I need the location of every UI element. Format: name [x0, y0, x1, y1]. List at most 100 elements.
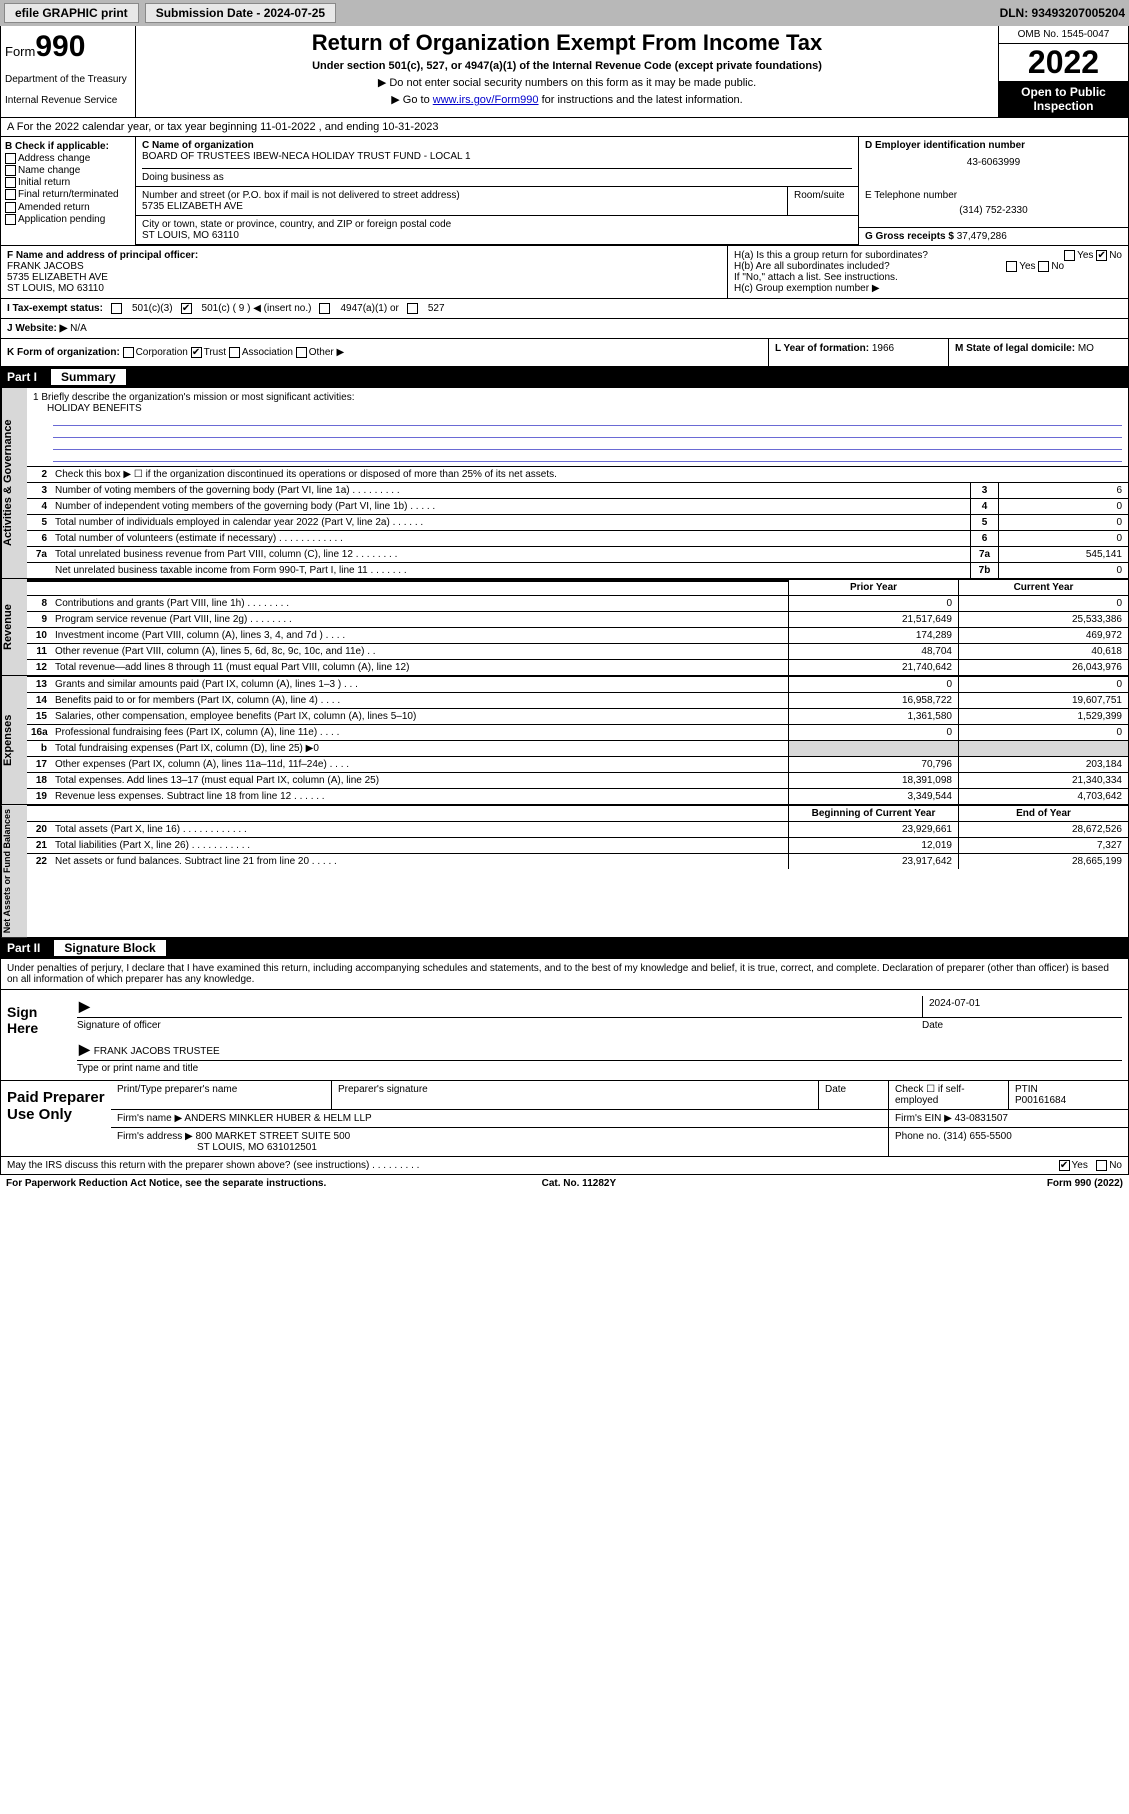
paid-label: Paid Preparer Use Only: [1, 1081, 111, 1156]
netassets-line: 21Total liabilities (Part X, line 26) . …: [27, 837, 1128, 853]
officer-addr1: 5735 ELIZABETH AVE: [7, 272, 721, 283]
ein-label: D Employer identification number: [865, 140, 1122, 151]
i-label: I Tax-exempt status:: [7, 303, 103, 314]
cb-initial-return[interactable]: Initial return: [5, 177, 131, 188]
efile-topbar: efile GRAPHIC print Submission Date - 20…: [0, 0, 1129, 26]
fgh-section: F Name and address of principal officer:…: [0, 246, 1129, 299]
cb-name-change[interactable]: Name change: [5, 165, 131, 176]
irs-link[interactable]: www.irs.gov/Form990: [433, 94, 539, 106]
sig-officer-label: Signature of officer: [77, 1020, 922, 1031]
gov-line: 4Number of independent voting members of…: [27, 498, 1128, 514]
officer-addr2: ST LOUIS, MO 63110: [7, 283, 721, 294]
tax-year: 2022: [999, 44, 1128, 81]
hb-note: If "No," attach a list. See instructions…: [734, 272, 1122, 283]
j-label: J Website: ▶: [7, 323, 67, 334]
hc-label: H(c) Group exemption number ▶: [734, 283, 1122, 294]
sig-date: 2024-07-01: [922, 996, 1122, 1017]
dba-label: Doing business as: [142, 168, 852, 183]
k-label: K Form of organization:: [7, 347, 120, 358]
expense-line: 14Benefits paid to or for members (Part …: [27, 692, 1128, 708]
l-value: 1966: [872, 343, 894, 354]
vtab-expenses: Expenses: [1, 676, 27, 804]
row-a-period: A For the 2022 calendar year, or tax yea…: [0, 118, 1129, 137]
city-value: ST LOUIS, MO 63110: [142, 230, 852, 241]
k-trust: Trust: [204, 347, 226, 358]
room-label: Room/suite: [788, 187, 858, 215]
part2-header: Part II Signature Block: [0, 938, 1129, 959]
prep-date-head: Date: [818, 1081, 888, 1109]
opt-527: 527: [428, 303, 445, 314]
part2-label: Part II: [7, 941, 40, 955]
gross-label: G Gross receipts $: [865, 231, 954, 242]
goto-post: for instructions and the latest informat…: [539, 94, 743, 106]
gov-line: 7aTotal unrelated business revenue from …: [27, 546, 1128, 562]
ptin-value: P00161684: [1015, 1095, 1122, 1106]
discuss-yes: Yes: [1072, 1160, 1088, 1171]
gov-line: 3Number of voting members of the governi…: [27, 482, 1128, 498]
mission-block: 1 Briefly describe the organization's mi…: [27, 388, 1128, 466]
cb-application-pending[interactable]: Application pending: [5, 214, 131, 225]
hb-row: H(b) Are all subordinates included? Yes …: [734, 261, 1122, 272]
discuss-row: May the IRS discuss this return with the…: [0, 1157, 1129, 1175]
dln-label: DLN: 93493207005204: [1000, 6, 1125, 20]
part2-title: Signature Block: [54, 940, 165, 956]
sign-here-block: Sign Here ▶ 2024-07-01 Signature of offi…: [0, 990, 1129, 1081]
revenue-line: 8Contributions and grants (Part VIII, li…: [27, 595, 1128, 611]
j-row: J Website: ▶ N/A: [0, 319, 1129, 339]
part1-header: Part I Summary: [0, 367, 1129, 388]
firm-name: ANDERS MINKLER HUBER & HELM LLP: [184, 1113, 371, 1124]
efile-graphic-label: efile GRAPHIC print: [4, 3, 139, 23]
netassets-line: 22Net assets or fund balances. Subtract …: [27, 853, 1128, 869]
ptin-head: PTIN: [1015, 1084, 1122, 1095]
expense-line: bTotal fundraising expenses (Part IX, co…: [27, 740, 1128, 756]
revenue-line: 12Total revenue—add lines 8 through 11 (…: [27, 659, 1128, 675]
mission-text: HOLIDAY BENEFITS: [61, 403, 1122, 414]
firm-city: ST LOUIS, MO 631012501: [197, 1142, 882, 1153]
form-990-number: 990: [35, 30, 85, 63]
discuss-no: No: [1109, 1160, 1122, 1171]
revenue-line: 11Other revenue (Part VIII, column (A), …: [27, 643, 1128, 659]
expense-line: 15Salaries, other compensation, employee…: [27, 708, 1128, 724]
gov-line: Net unrelated business taxable income fr…: [27, 562, 1128, 578]
mission-q: 1 Briefly describe the organization's mi…: [47, 392, 1122, 403]
street-value: 5735 ELIZABETH AVE: [142, 201, 781, 212]
submission-date-label: Submission Date - 2024-07-25: [145, 3, 336, 23]
sign-here-label: Sign Here: [1, 990, 71, 1080]
current-year-head: Current Year: [958, 580, 1128, 595]
ha-label: H(a) Is this a group return for subordin…: [734, 250, 928, 261]
vtab-revenue: Revenue: [1, 579, 27, 675]
ein-value: 43-6063999: [865, 157, 1122, 168]
firm-ein-label: Firm's EIN ▶: [895, 1113, 952, 1124]
opt-501c3: 501(c)(3): [132, 303, 173, 314]
caret-icon: ▶: [79, 1041, 90, 1057]
cb-final-return[interactable]: Final return/terminated: [5, 189, 131, 200]
eoy-head: End of Year: [958, 806, 1128, 821]
footer-mid: Cat. No. 11282Y: [542, 1178, 616, 1189]
revenue-line: 9Program service revenue (Part VIII, lin…: [27, 611, 1128, 627]
expense-line: 16aProfessional fundraising fees (Part I…: [27, 724, 1128, 740]
tel-value: (314) 752-2330: [865, 205, 1122, 216]
netassets-line: 20Total assets (Part X, line 16) . . . .…: [27, 821, 1128, 837]
inspection-label: Open to Public Inspection: [999, 81, 1128, 117]
footer-right: Form 990 (2022): [1047, 1178, 1123, 1189]
firm-ein: 43-0831507: [955, 1113, 1008, 1124]
opt-501c: 501(c) ( 9 ) ◀ (insert no.): [202, 303, 312, 314]
tel-label: E Telephone number: [865, 190, 1122, 201]
part1-title: Summary: [51, 369, 126, 385]
f-label: F Name and address of principal officer:: [7, 250, 721, 261]
phone-value: (314) 655-5500: [943, 1131, 1011, 1142]
klm-row: K Form of organization: Corporation ✔Tru…: [0, 339, 1129, 367]
expense-line: 19Revenue less expenses. Subtract line 1…: [27, 788, 1128, 804]
cb-amended-return[interactable]: Amended return: [5, 202, 131, 213]
expenses-section: Expenses 13Grants and similar amounts pa…: [0, 676, 1129, 805]
sig-date-label: Date: [922, 1020, 1122, 1031]
firm-addr: 800 MARKET STREET SUITE 500: [196, 1131, 351, 1142]
revenue-line: 10Investment income (Part VIII, column (…: [27, 627, 1128, 643]
l-label: L Year of formation:: [775, 343, 869, 354]
cb-address-change[interactable]: Address change: [5, 153, 131, 164]
expense-line: 13Grants and similar amounts paid (Part …: [27, 676, 1128, 692]
col-b-checkboxes: B Check if applicable: Address change Na…: [1, 137, 136, 245]
footer-left: For Paperwork Reduction Act Notice, see …: [6, 1178, 326, 1189]
irs-label: Internal Revenue Service: [5, 95, 131, 106]
ha-no: No: [1109, 250, 1122, 261]
